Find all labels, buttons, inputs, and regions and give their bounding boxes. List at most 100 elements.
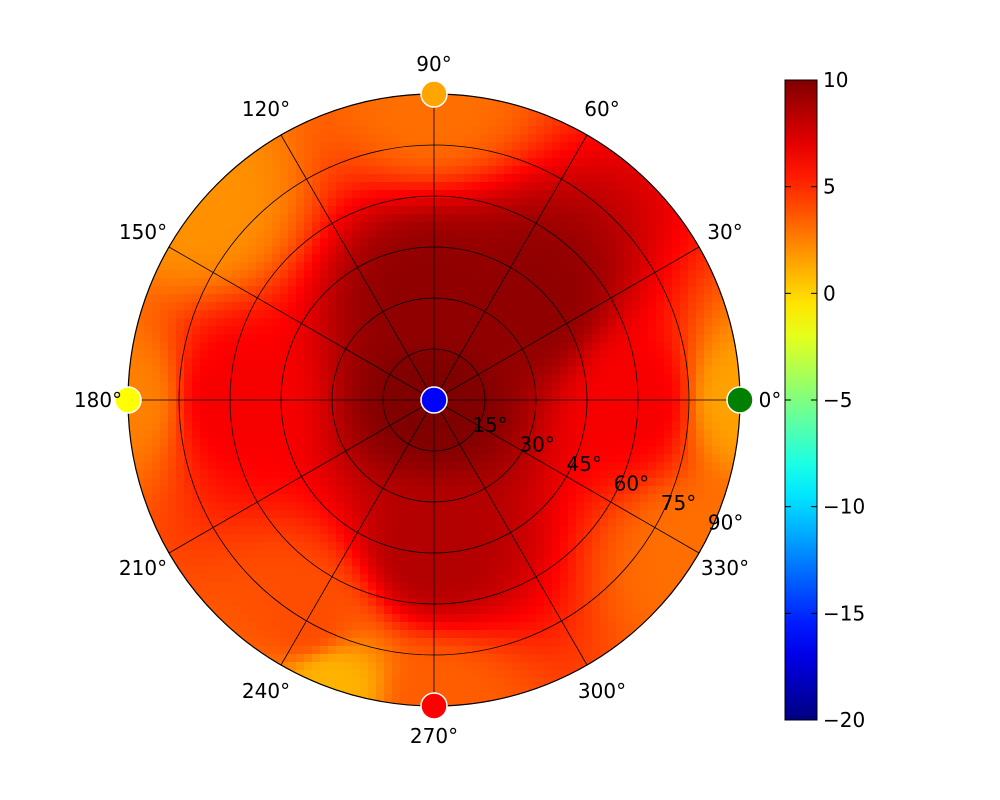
heat-cell <box>416 310 425 319</box>
heat-cell <box>344 510 353 519</box>
heat-cell <box>456 358 465 367</box>
heat-cell <box>144 310 153 319</box>
heat-cell <box>264 326 273 335</box>
heat-cell <box>448 398 457 407</box>
heat-cell <box>272 566 281 575</box>
heat-cell <box>248 486 257 495</box>
heat-cell <box>504 510 513 519</box>
heat-cell <box>152 326 161 335</box>
heat-cell <box>400 270 409 279</box>
heat-cell <box>448 702 457 706</box>
heat-cell <box>496 518 505 527</box>
heat-cell <box>160 462 169 471</box>
heat-cell <box>360 494 369 503</box>
heat-cell <box>416 198 425 207</box>
heat-cell <box>488 678 497 687</box>
heat-cell <box>648 518 657 527</box>
heat-cell <box>656 430 665 439</box>
heat-cell <box>600 430 609 439</box>
heat-cell <box>368 558 377 567</box>
heat-cell <box>584 534 593 543</box>
heat-cell <box>576 638 585 647</box>
heat-cell <box>528 526 537 535</box>
heat-cell <box>640 182 649 191</box>
heat-cell <box>512 126 521 135</box>
heat-cell <box>304 662 313 671</box>
heat-cell <box>688 510 697 519</box>
heat-cell <box>288 598 297 607</box>
heat-cell <box>224 614 233 623</box>
heat-cell <box>176 214 185 223</box>
heat-cell <box>160 350 169 359</box>
heat-cell <box>200 470 209 479</box>
heat-cell <box>608 222 617 231</box>
heat-cell <box>448 566 457 575</box>
heat-cell <box>344 350 353 359</box>
heat-cell <box>240 366 249 375</box>
heat-cell <box>424 510 433 519</box>
heat-cell <box>304 294 313 303</box>
heat-cell <box>632 630 641 639</box>
heat-cell <box>216 358 225 367</box>
heat-cell <box>368 262 377 271</box>
heat-cell <box>648 302 657 311</box>
heat-cell <box>344 454 353 463</box>
heat-cell <box>272 206 281 215</box>
heat-cell <box>472 294 481 303</box>
heat-cell <box>224 238 233 247</box>
heat-cell <box>464 638 473 647</box>
heat-cell <box>648 566 657 575</box>
heat-cell <box>304 582 313 591</box>
heat-cell <box>488 166 497 175</box>
heat-cell <box>488 350 497 359</box>
heat-cell <box>552 654 561 663</box>
heat-cell <box>512 254 521 263</box>
heat-cell <box>624 630 633 639</box>
heat-cell <box>648 510 657 519</box>
heat-cell <box>304 606 313 615</box>
heat-cell <box>520 310 529 319</box>
heat-cell <box>160 390 169 399</box>
heat-cell <box>704 414 713 423</box>
heat-cell <box>480 278 489 287</box>
heat-cell <box>488 526 497 535</box>
heat-cell <box>416 142 425 151</box>
angle-tick-label: 60° <box>584 97 619 121</box>
heat-cell <box>520 302 529 311</box>
heat-cell <box>528 654 537 663</box>
heat-cell <box>224 430 233 439</box>
heat-cell <box>416 550 425 559</box>
heat-cell <box>648 494 657 503</box>
heat-cell <box>304 622 313 631</box>
heat-cell <box>600 374 609 383</box>
heat-cell <box>360 270 369 279</box>
heat-cell <box>448 390 457 399</box>
heat-cell <box>504 478 513 487</box>
heat-cell <box>664 254 673 263</box>
heat-cell <box>400 358 409 367</box>
heat-cell <box>568 326 577 335</box>
heat-cell <box>640 518 649 527</box>
heat-cell <box>464 366 473 375</box>
heat-cell <box>168 390 177 399</box>
heat-cell <box>408 174 417 183</box>
heat-cell <box>536 150 545 159</box>
heat-cell <box>384 414 393 423</box>
heat-cell <box>168 246 177 255</box>
heat-cell <box>312 294 321 303</box>
heat-cell <box>488 230 497 239</box>
heat-cell <box>584 246 593 255</box>
heat-cell <box>616 446 625 455</box>
heat-cell <box>144 270 153 279</box>
heat-cell <box>280 606 289 615</box>
heat-cell <box>560 374 569 383</box>
heat-cell <box>256 590 265 599</box>
heat-cell <box>248 614 257 623</box>
heat-cell <box>560 526 569 535</box>
heat-cell <box>648 614 657 623</box>
heat-cell <box>584 558 593 567</box>
heat-cell <box>224 550 233 559</box>
heat-cell <box>400 102 409 111</box>
heat-cell <box>568 126 577 135</box>
heat-cell <box>680 254 689 263</box>
